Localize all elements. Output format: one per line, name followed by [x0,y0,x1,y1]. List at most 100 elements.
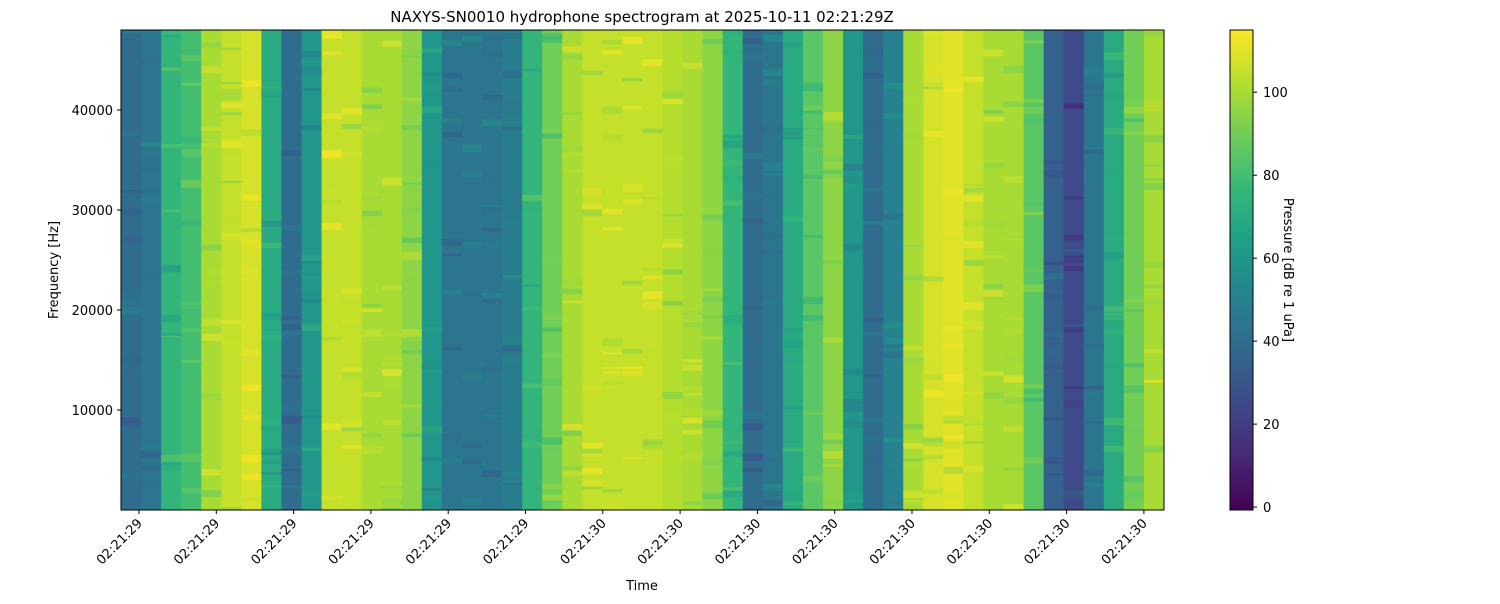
streak [341,445,363,449]
streak [461,439,483,444]
streak [181,378,202,382]
streak [863,72,884,79]
streak [121,235,142,244]
streak [201,143,222,148]
streak [582,378,603,385]
time-bin-cell [482,30,503,510]
streak [522,209,543,212]
streak [1123,491,1145,500]
streak [1143,135,1164,143]
streak [321,200,343,204]
streak [863,187,884,192]
time-bin [642,30,664,510]
streak [241,240,263,249]
streak [281,465,303,469]
time-bin [1043,30,1065,510]
time-bin-cell [121,30,142,510]
streak [441,131,463,138]
streak [321,495,343,500]
streak [261,472,283,475]
streak [562,466,583,472]
streak [682,408,704,416]
streak [261,424,283,431]
time-bin-cell [582,30,603,510]
streak [903,132,924,140]
streak [181,328,202,333]
streak [542,33,563,40]
streak [1083,306,1105,311]
streak [482,414,503,417]
streak [321,151,343,159]
streak [1103,73,1125,78]
streak [421,426,443,433]
streak [1043,373,1065,377]
streak [301,291,323,297]
streak [401,176,423,182]
streak [1043,207,1065,216]
streak [983,117,1005,122]
streak [441,290,463,295]
time-bin [421,30,443,510]
x-tick-label: 02:21:30 [635,516,687,568]
streak [161,264,182,273]
streak [782,493,804,499]
time-bin [261,30,283,510]
streak [1023,202,1045,206]
streak [762,483,784,492]
streak [843,399,864,405]
streak [281,485,303,488]
streak [241,414,263,420]
streak [782,339,804,348]
streak [502,338,523,346]
streak [502,357,523,364]
streak [1063,386,1085,389]
streak [1063,103,1085,109]
streak [983,255,1005,258]
streak [542,437,563,445]
time-bin-cell [542,30,563,510]
streak [1043,417,1065,421]
streak [863,118,884,127]
y-tick-label: 10000 [72,404,113,419]
streak [141,195,162,203]
streak [1103,169,1125,173]
time-bin-cell [522,30,543,510]
streak [341,288,363,294]
streak [301,275,323,280]
streak [1103,52,1125,61]
time-bin-cell [181,30,202,510]
streak [903,274,924,281]
streak [622,78,644,82]
time-bin-cell [301,30,323,510]
streak [802,85,824,91]
streak [1143,31,1164,37]
streak [843,491,864,499]
streak [762,232,784,240]
streak [883,469,904,476]
time-bin-cell [802,30,824,510]
streak [161,30,182,35]
streak [1003,65,1025,74]
streak [121,208,142,216]
streak [401,404,423,408]
streak [401,182,423,185]
streak [1083,70,1105,76]
streak [522,69,543,72]
streak [702,315,724,318]
streak [1023,98,1045,103]
streak [361,196,383,200]
streak [181,55,202,62]
streak [582,449,603,455]
streak [261,242,283,249]
streak [1063,249,1085,254]
streak [702,420,724,429]
streak [401,341,423,348]
streak [181,455,202,460]
streak [642,348,664,354]
streak [161,454,182,462]
streak [963,187,985,193]
streak [1043,295,1065,300]
streak [441,259,463,262]
streak [401,97,423,102]
streak [201,244,222,251]
